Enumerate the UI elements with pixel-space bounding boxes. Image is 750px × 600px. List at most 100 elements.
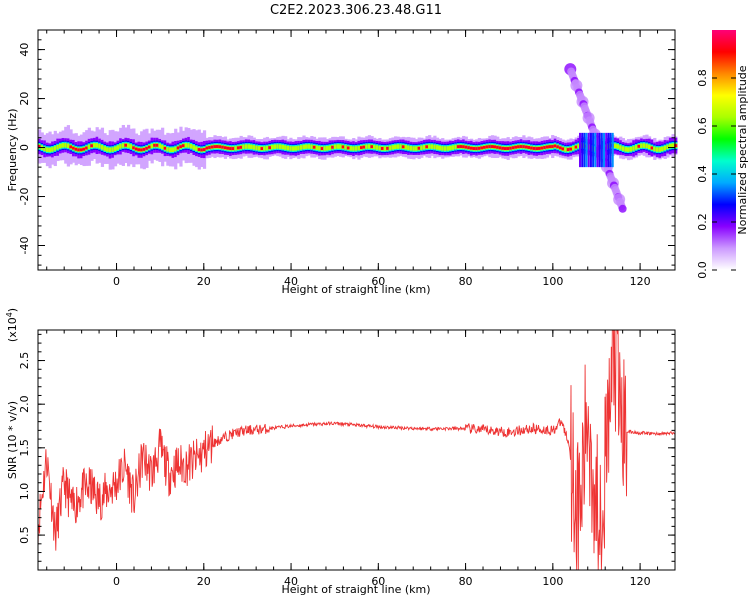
heatmap-cell (58, 143, 63, 149)
heatmap-cell (223, 146, 228, 150)
x-tick-label: 60 (371, 275, 385, 288)
heatmap-cell (163, 146, 167, 150)
heatmap-cell (268, 146, 272, 150)
heatmap-cell (592, 132, 595, 168)
heatmap-cell (501, 146, 505, 150)
snr-y-ticks: 0.5 1.0 1.5 2.0 2.5 (18, 333, 675, 571)
heatmap-cell (605, 132, 608, 168)
heatmap-cell (401, 145, 406, 149)
x-tick-label: 40 (284, 575, 298, 588)
heatmap-cell (184, 143, 188, 148)
heatmap-cell (325, 146, 330, 151)
heatmap-cell (168, 147, 173, 153)
heatmap-cell (535, 147, 539, 151)
heatmap-cell (205, 146, 209, 150)
y-tick-label: 1.0 (18, 483, 31, 501)
snr-y-label: SNR (10 * v/v) (6, 401, 19, 479)
heatmap-cell (519, 145, 523, 148)
heatmap-cell (273, 144, 277, 149)
heatmap-cell (438, 145, 442, 151)
heatmap-cell (299, 145, 303, 150)
heatmap-cell (318, 146, 322, 151)
heatmap-cell (598, 132, 601, 168)
heatmap-cell (448, 145, 453, 151)
heatmap-cell (583, 132, 586, 168)
heatmap-cell (480, 146, 484, 150)
y-tick-label: 2.5 (18, 352, 31, 370)
heatmap-cell (124, 143, 128, 147)
heatmap-cell (561, 147, 565, 151)
heatmap-cell (286, 145, 290, 151)
heatmap-cell (218, 145, 222, 149)
heatmap-cell (176, 146, 180, 150)
colorbar-ticks: 0.0 0.2 0.4 0.6 0.8 (696, 69, 736, 279)
heatmap-cell (213, 145, 217, 149)
heatmap-cell (74, 147, 78, 151)
heatmap-cell (498, 146, 502, 150)
heatmap-cell (469, 146, 474, 150)
heatmap-cell (581, 132, 584, 168)
heatmap-cell (38, 144, 42, 148)
heatmap-cell (270, 144, 275, 150)
heatmap-cell (674, 144, 678, 148)
heatmap-cell (503, 147, 508, 151)
colorbar-tick-label: 0.6 (696, 117, 709, 135)
heatmap-cell (179, 145, 183, 149)
heatmap-cell (354, 146, 358, 151)
heatmap-cell (45, 147, 50, 152)
heatmap-cell (645, 143, 649, 149)
y-tick-label: -20 (18, 188, 31, 206)
heatmap-cell (420, 145, 424, 150)
heatmap-cell (195, 146, 199, 151)
heatmap-cell (530, 146, 534, 150)
heatmap-cell (150, 143, 154, 149)
heatmap-cell (596, 132, 599, 168)
heatmap-cell (284, 145, 288, 150)
spectrogram-frame (37, 29, 676, 271)
y-tick-label: -40 (18, 237, 31, 255)
heatmap-cell (540, 146, 544, 150)
heatmap-cell (239, 145, 243, 149)
heatmap-cell (140, 148, 144, 152)
heatmap-cell (155, 143, 160, 147)
heatmap-cell (647, 144, 652, 150)
x-tick-label: 20 (197, 575, 211, 588)
heatmap-cell (310, 144, 314, 149)
heatmap-cell (236, 146, 241, 150)
heatmap-cell (640, 143, 644, 148)
heatmap-cell (603, 132, 606, 168)
x-tick-label: 40 (284, 275, 298, 288)
heatmap-cell (587, 132, 590, 168)
heatmap-cell (226, 146, 230, 150)
heatmap-cell (454, 144, 458, 150)
heatmap-cell (668, 143, 673, 149)
x-tick-label: 80 (459, 275, 473, 288)
heatmap-cell (399, 144, 403, 149)
heatmap-cell (357, 145, 361, 151)
heatmap-cell (653, 146, 657, 152)
heatmap-cell (302, 144, 306, 150)
spectrogram-y-ticks: -40 -20 0 20 40 (18, 29, 675, 266)
spectrogram-x-label: Height of straight line (km) (281, 283, 430, 296)
heatmap-cell (103, 146, 107, 151)
heatmap-cell (181, 144, 186, 148)
y-tick-label: 0.5 (18, 526, 31, 544)
heatmap-cell (443, 146, 447, 151)
snr-panel: 0 20 40 60 80 100 120 0.5 1.0 1.5 2.0 2.5 Height o… (5, 308, 676, 596)
y-tick-label: 0 (18, 144, 31, 151)
heatmap-cell (367, 144, 372, 149)
heatmap-cell (613, 143, 618, 148)
heatmap-cell (202, 148, 207, 152)
heatmap-cell (336, 144, 340, 149)
colorbar-tick-label: 0.8 (696, 69, 709, 87)
x-tick-label: 20 (197, 275, 211, 288)
heatmap-cell (333, 144, 338, 149)
heatmap-cell (569, 147, 573, 151)
heatmap-cell (611, 132, 614, 168)
heatmap-cell (590, 146, 594, 151)
heatmap-cell (396, 144, 400, 149)
heatmap-cell (459, 145, 463, 148)
heatmap-cell (619, 145, 623, 150)
heatmap-cell (127, 143, 131, 148)
